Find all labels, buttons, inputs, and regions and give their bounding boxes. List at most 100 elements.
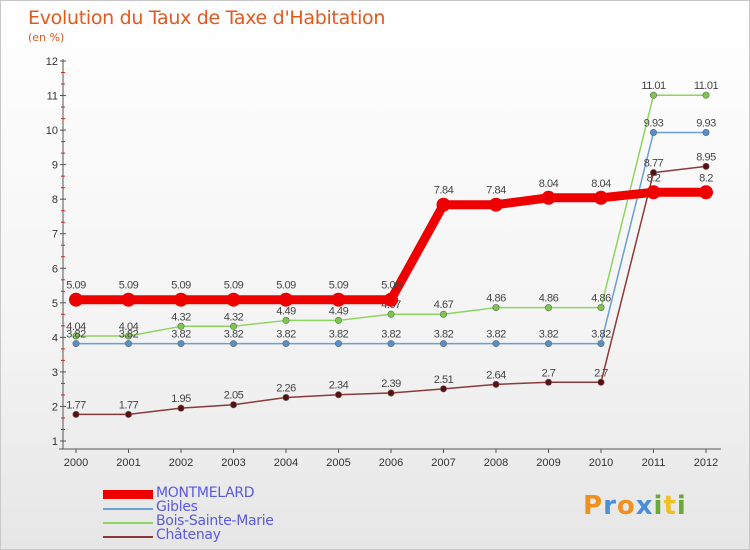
data-label-ch-tenay: 2.7 (594, 367, 608, 379)
data-point-bois-sainte-marie (597, 304, 605, 312)
logo-letter: x (635, 491, 654, 521)
data-label-gibles: 9.93 (696, 118, 716, 130)
data-label-bois-sainte-marie: 4.49 (329, 305, 349, 317)
x-tick-label: 2010 (589, 457, 613, 469)
data-label-ch-tenay: 2.26 (276, 382, 296, 394)
data-point-bois-sainte-marie (702, 91, 710, 99)
proxiti-logo: Proxiti (583, 491, 687, 521)
x-tick-label: 2007 (431, 457, 455, 469)
data-label-ch-tenay: 1.77 (119, 399, 139, 411)
data-label-montmelard: 5.09 (224, 280, 244, 292)
data-label-gibles: 3.82 (66, 329, 86, 341)
data-point-gibles (439, 340, 447, 348)
y-tick-label: 2 (52, 401, 58, 413)
data-label-montmelard: 7.84 (486, 185, 506, 197)
data-label-gibles: 3.82 (539, 329, 559, 341)
legend-label: Bois-Sainte-Marie (156, 513, 274, 529)
data-point-bois-sainte-marie (492, 304, 500, 312)
data-label-montmelard: 8.04 (591, 178, 611, 190)
logo-letter: i (676, 491, 687, 521)
data-label-ch-tenay: 2.51 (434, 374, 454, 386)
data-label-montmelard: 5.09 (381, 280, 401, 292)
logo-letter: o (616, 491, 636, 521)
data-point-ch-tenay (439, 385, 447, 393)
data-label-bois-sainte-marie: 11.01 (694, 80, 719, 92)
data-label-ch-tenay: 2.34 (329, 380, 349, 392)
data-label-bois-sainte-marie: 4.86 (591, 293, 611, 305)
data-point-gibles (334, 340, 342, 348)
data-label-montmelard: 5.09 (119, 280, 139, 292)
x-tick-label: 2011 (642, 457, 666, 469)
legend-swatch (103, 490, 153, 499)
data-label-montmelard: 8.2 (699, 172, 713, 184)
y-tick-label: 4 (52, 332, 58, 344)
y-tick-label: 12 (46, 56, 58, 68)
data-point-montmelard (121, 292, 136, 307)
data-point-ch-tenay (72, 410, 80, 418)
data-label-bois-sainte-marie: 4.67 (434, 299, 454, 311)
data-point-gibles (492, 340, 500, 348)
data-point-montmelard (436, 197, 451, 212)
data-label-bois-sainte-marie: 4.86 (539, 293, 559, 305)
data-point-montmelard (489, 197, 503, 212)
data-point-ch-tenay (544, 378, 552, 386)
data-point-ch-tenay (492, 380, 500, 388)
data-point-gibles (72, 340, 80, 348)
data-point-gibles (702, 129, 710, 137)
data-label-montmelard: 5.09 (66, 280, 86, 292)
data-point-ch-tenay (649, 169, 657, 177)
data-point-bois-sainte-marie (72, 332, 80, 340)
data-point-montmelard (226, 292, 241, 307)
logo-letter: i (653, 491, 664, 521)
data-point-bois-sainte-marie (334, 316, 342, 324)
data-point-bois-sainte-marie (387, 310, 395, 318)
data-point-ch-tenay (282, 393, 290, 401)
data-point-bois-sainte-marie (282, 316, 290, 324)
data-label-gibles: 3.82 (329, 329, 349, 341)
data-point-ch-tenay (702, 162, 710, 170)
x-tick-label: 2008 (484, 457, 508, 469)
data-point-montmelard (279, 292, 293, 307)
chart-subtitle: (en %) (28, 31, 65, 44)
x-tick-label: 2009 (536, 457, 560, 469)
data-point-gibles (649, 129, 657, 137)
data-point-montmelard (69, 292, 83, 307)
data-point-montmelard (541, 190, 556, 205)
data-point-bois-sainte-marie (230, 322, 238, 330)
data-label-ch-tenay: 8.95 (696, 151, 716, 163)
x-tick-label: 2012 (694, 457, 718, 469)
data-point-ch-tenay (125, 410, 133, 418)
legend-swatch (103, 508, 153, 510)
data-point-bois-sainte-marie (177, 322, 185, 330)
data-label-ch-tenay: 1.77 (66, 399, 86, 411)
data-label-montmelard: 7.84 (434, 185, 454, 197)
logo-letter: P (583, 491, 604, 521)
data-point-montmelard (174, 292, 188, 307)
x-tick-label: 2002 (169, 457, 193, 469)
data-point-ch-tenay (334, 391, 342, 399)
y-tick-label: 5 (52, 298, 58, 310)
y-tick-label: 10 (46, 125, 58, 137)
x-tick-label: 2000 (64, 457, 88, 469)
data-point-ch-tenay (597, 378, 605, 386)
y-tick-label: 8 (52, 194, 58, 206)
data-point-bois-sainte-marie (649, 91, 657, 99)
data-point-montmelard (699, 185, 713, 200)
data-label-montmelard: 5.09 (276, 280, 296, 292)
data-point-montmelard (594, 190, 608, 205)
data-label-bois-sainte-marie: 4.49 (276, 305, 296, 317)
data-label-ch-tenay: 2.7 (542, 367, 556, 379)
data-label-ch-tenay: 2.64 (486, 369, 506, 381)
data-label-gibles: 3.82 (119, 329, 139, 341)
y-tick-label: 9 (52, 160, 58, 172)
data-label-gibles: 3.82 (171, 329, 191, 341)
data-point-gibles (544, 340, 552, 348)
legend-swatch (103, 536, 153, 538)
data-label-gibles: 3.82 (486, 329, 506, 341)
data-point-bois-sainte-marie (125, 332, 133, 340)
data-label-bois-sainte-marie: 4.04 (66, 321, 86, 333)
data-point-ch-tenay (230, 401, 238, 409)
data-point-gibles (282, 340, 290, 348)
